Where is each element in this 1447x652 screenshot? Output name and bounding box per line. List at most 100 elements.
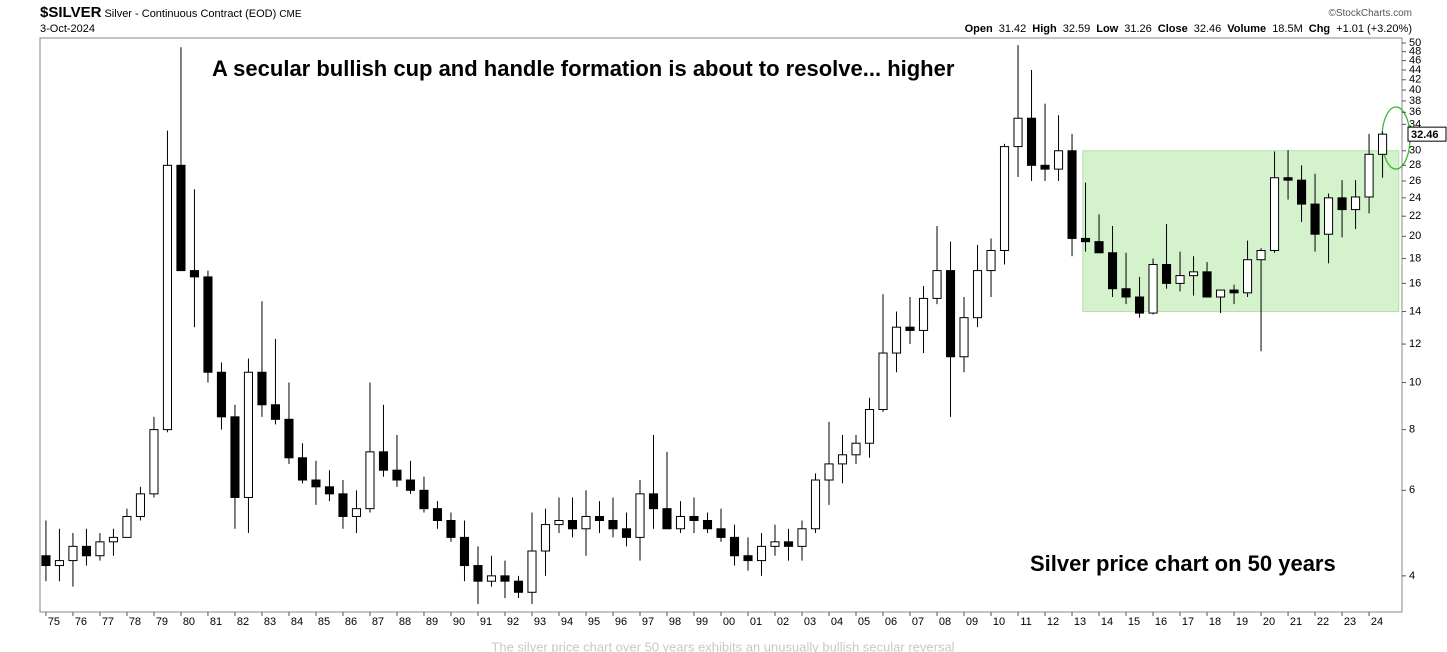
candle-body bbox=[446, 519, 456, 538]
candle-body bbox=[1256, 249, 1266, 261]
candle-body bbox=[1026, 117, 1037, 166]
quote-label: Volume bbox=[1227, 23, 1267, 35]
candle-body bbox=[1161, 263, 1172, 284]
candle-body bbox=[918, 297, 929, 331]
x-tick-label: 87 bbox=[372, 616, 384, 628]
y-tick-label: 40 bbox=[1409, 84, 1421, 96]
candle-body bbox=[68, 545, 78, 562]
candle-body bbox=[432, 508, 443, 521]
y-tick-label: 4 bbox=[1409, 570, 1415, 582]
source: ©StockCharts.com bbox=[1328, 8, 1412, 19]
caption: The silver price chart over 50 years exh… bbox=[491, 639, 954, 652]
candle-body bbox=[162, 164, 173, 431]
candle-body bbox=[1242, 259, 1253, 294]
y-tick-label: 24 bbox=[1409, 192, 1421, 204]
x-tick-label: 98 bbox=[669, 616, 681, 628]
candle-body bbox=[311, 479, 321, 488]
chart-title: A secular bullish cup and handle formati… bbox=[212, 56, 955, 81]
candle-body bbox=[108, 536, 118, 543]
x-tick-label: 86 bbox=[345, 616, 357, 628]
y-tick-label: 42 bbox=[1409, 74, 1421, 86]
candle-body bbox=[486, 575, 497, 582]
candle-body bbox=[1364, 153, 1374, 198]
quote-label: Open bbox=[964, 23, 993, 35]
candle-body bbox=[554, 519, 564, 526]
candle-body bbox=[648, 493, 659, 510]
x-tick-label: 14 bbox=[1101, 616, 1113, 628]
x-tick-label: 83 bbox=[264, 616, 276, 628]
y-tick-label: 10 bbox=[1409, 376, 1421, 388]
quote-value: +1.01 (+3.20%) bbox=[1336, 23, 1412, 35]
candle-body bbox=[945, 270, 956, 358]
quote-value: 31.26 bbox=[1124, 23, 1152, 35]
candle-body bbox=[581, 515, 591, 530]
y-tick-label: 12 bbox=[1409, 338, 1421, 350]
x-tick-label: 15 bbox=[1128, 616, 1140, 628]
candle-body bbox=[770, 541, 780, 547]
x-tick-label: 07 bbox=[912, 616, 924, 628]
candle-body bbox=[783, 541, 794, 547]
candle-body bbox=[1215, 289, 1226, 298]
quote-bar: Open 31.42 High 32.59 Low 31.26 Close 32.46 Volu… bbox=[959, 23, 1412, 35]
candle-body bbox=[837, 454, 848, 465]
candle-body bbox=[1107, 252, 1118, 290]
x-tick-label: 01 bbox=[750, 616, 762, 628]
annotation: Silver price chart on 50 years bbox=[1030, 551, 1336, 576]
candle-body bbox=[1269, 177, 1280, 251]
y-tick-label: 30 bbox=[1409, 145, 1421, 157]
candle-body bbox=[1229, 289, 1239, 294]
candle-body bbox=[1094, 241, 1104, 254]
x-tick-label: 85 bbox=[318, 616, 330, 628]
x-tick-label: 96 bbox=[615, 616, 627, 628]
candle-body bbox=[1337, 197, 1347, 211]
x-tick-label: 00 bbox=[723, 616, 735, 628]
candle-body bbox=[1175, 275, 1185, 284]
candle-body bbox=[149, 429, 159, 495]
candle-body bbox=[122, 515, 132, 538]
x-tick-label: 19 bbox=[1236, 616, 1248, 628]
x-tick-label: 97 bbox=[642, 616, 654, 628]
candle-body bbox=[351, 508, 362, 517]
candle-body bbox=[189, 270, 200, 278]
x-tick-label: 95 bbox=[588, 616, 600, 628]
date: 3-Oct-2024 bbox=[40, 23, 96, 35]
x-tick-label: 21 bbox=[1290, 616, 1302, 628]
candle-body bbox=[810, 479, 821, 530]
x-tick-label: 06 bbox=[885, 616, 897, 628]
candle-body bbox=[797, 528, 807, 547]
candle-body bbox=[216, 371, 227, 418]
candle-body bbox=[135, 493, 145, 517]
y-tick-label: 50 bbox=[1409, 37, 1421, 49]
candle-body bbox=[756, 545, 767, 562]
y-tick-label: 38 bbox=[1409, 95, 1421, 107]
quote-value: 31.42 bbox=[998, 23, 1027, 35]
x-tick-label: 18 bbox=[1209, 616, 1221, 628]
y-tick-label: 6 bbox=[1409, 484, 1415, 496]
candle-body bbox=[270, 404, 281, 420]
x-tick-label: 05 bbox=[858, 616, 870, 628]
candle-body bbox=[986, 249, 996, 272]
candle-body bbox=[1148, 263, 1158, 314]
candle-body bbox=[972, 270, 983, 319]
x-tick-label: 77 bbox=[102, 616, 114, 628]
quote-label: Close bbox=[1157, 23, 1188, 35]
candle-body bbox=[851, 442, 861, 456]
candle-body bbox=[419, 489, 429, 510]
candle-body bbox=[743, 555, 753, 562]
x-tick-label: 75 bbox=[48, 616, 60, 628]
candle-body bbox=[378, 451, 389, 471]
x-tick-label: 88 bbox=[399, 616, 411, 628]
candle-body bbox=[999, 146, 1010, 251]
candle-body bbox=[297, 457, 308, 481]
y-tick-label: 46 bbox=[1409, 55, 1421, 67]
x-tick-label: 93 bbox=[534, 616, 546, 628]
y-tick-label: 48 bbox=[1409, 46, 1421, 58]
x-tick-label: 08 bbox=[939, 616, 951, 628]
quote-label: Chg bbox=[1308, 23, 1331, 35]
candle-body bbox=[1297, 179, 1307, 205]
y-tick-label: 18 bbox=[1409, 252, 1421, 264]
candle-body bbox=[95, 541, 105, 557]
candle-body bbox=[405, 479, 416, 491]
x-tick-label: 80 bbox=[183, 616, 195, 628]
candle-body bbox=[878, 352, 888, 411]
